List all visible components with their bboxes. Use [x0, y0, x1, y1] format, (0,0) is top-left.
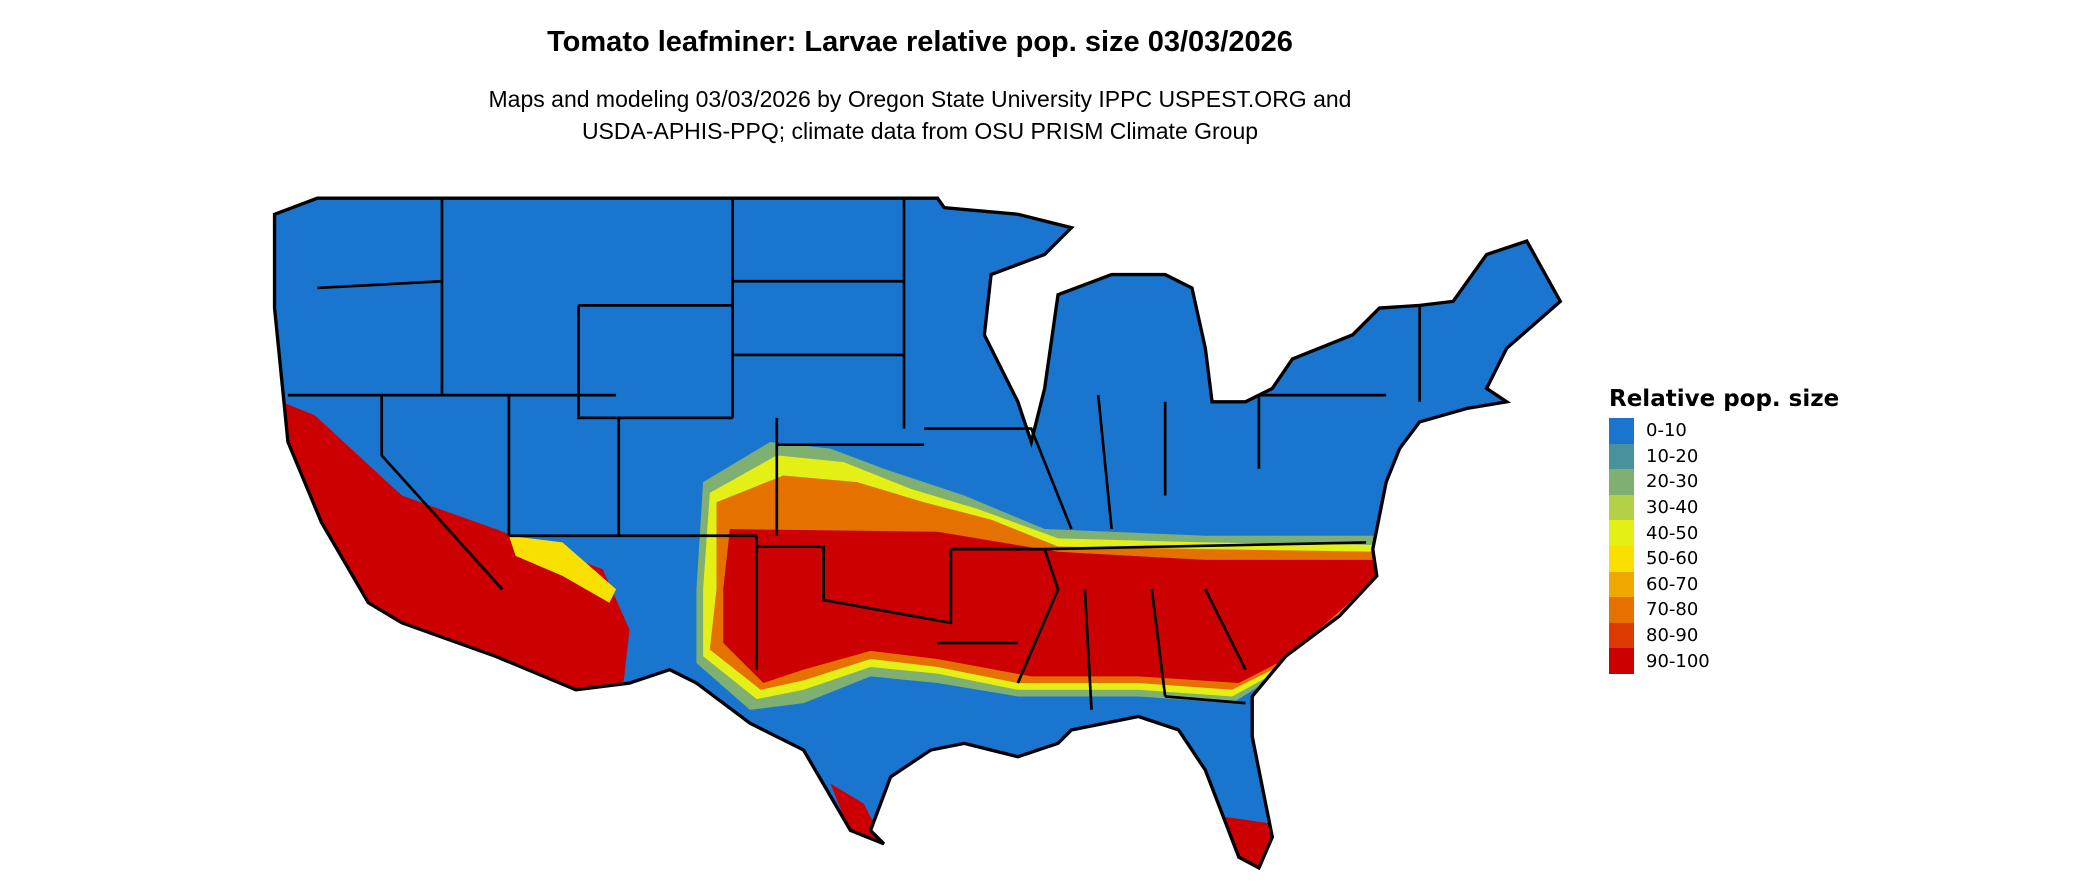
legend-swatch	[1609, 648, 1634, 674]
legend-title: Relative pop. size	[1609, 386, 1840, 412]
legend-item: 0-10	[1609, 418, 1839, 444]
legend-item: 40-50	[1609, 520, 1839, 546]
legend-item: 30-40	[1609, 494, 1839, 521]
legend-item: 20-30	[1609, 469, 1839, 495]
legend-label: 70-80	[1646, 599, 1699, 621]
legend-item: 70-80	[1609, 597, 1839, 623]
legend-swatch	[1609, 443, 1634, 470]
zone-50-60-west	[508, 535, 617, 603]
zone-90-100-west	[281, 401, 630, 690]
legend-item: 60-70	[1609, 571, 1839, 598]
legend-item: 90-100	[1609, 648, 1839, 674]
map-title: Tomato leafminer: Larvae relative pop. s…	[547, 26, 1293, 58]
legend-swatch	[1609, 571, 1634, 598]
legend-label: 20-30	[1646, 471, 1699, 493]
legend-swatch	[1609, 418, 1634, 444]
legend-label: 50-60	[1646, 548, 1699, 570]
map-subtitle-line-1: Maps and modeling 03/03/2026 by Oregon S…	[488, 86, 1352, 112]
legend-swatch	[1609, 520, 1634, 546]
legend-label: 10-20	[1646, 445, 1699, 467]
legend-swatch	[1609, 622, 1634, 649]
legend-label: 30-40	[1646, 497, 1699, 519]
legend-swatch	[1609, 494, 1634, 521]
legend-swatch	[1609, 469, 1634, 495]
legend-item: 10-20	[1609, 443, 1839, 470]
legend-swatch	[1609, 597, 1634, 623]
map-subtitle-line-2: USDA-APHIS-PPQ; climate data from OSU PR…	[581, 118, 1259, 144]
state-borders	[272, 196, 1562, 870]
legend-label: 80-90	[1646, 625, 1699, 647]
legend-label: 90-100	[1646, 650, 1710, 672]
legend: Relative pop. size 0-10 10-20 20-30 30-40 40…	[1609, 386, 1839, 674]
legend-label: 0-10	[1646, 420, 1687, 442]
legend-swatch	[1609, 545, 1634, 572]
legend-label: 60-70	[1646, 573, 1699, 595]
legend-item: 50-60	[1609, 545, 1839, 572]
legend-item: 80-90	[1609, 622, 1839, 649]
legend-label: 40-50	[1646, 522, 1699, 544]
